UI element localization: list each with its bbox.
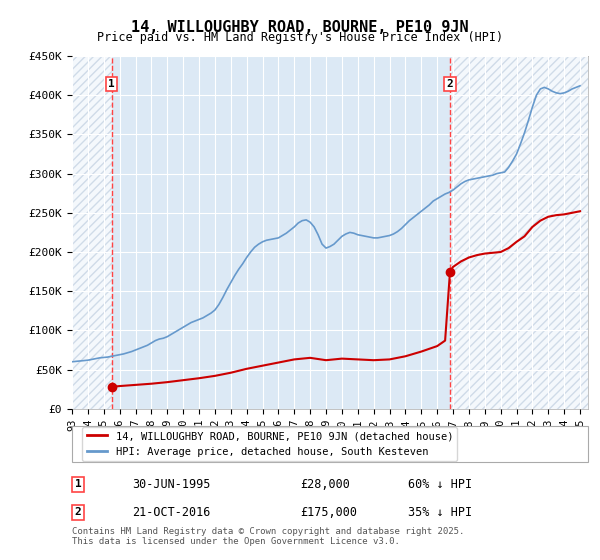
Text: 35% ↓ HPI: 35% ↓ HPI bbox=[408, 506, 472, 519]
Text: 21-OCT-2016: 21-OCT-2016 bbox=[132, 506, 211, 519]
Text: £175,000: £175,000 bbox=[300, 506, 357, 519]
FancyBboxPatch shape bbox=[72, 426, 588, 462]
Text: 14, WILLOUGHBY ROAD, BOURNE, PE10 9JN: 14, WILLOUGHBY ROAD, BOURNE, PE10 9JN bbox=[131, 20, 469, 35]
Text: 60% ↓ HPI: 60% ↓ HPI bbox=[408, 478, 472, 491]
Bar bbox=[72, 56, 112, 409]
Text: 1: 1 bbox=[74, 479, 82, 489]
Text: 2: 2 bbox=[446, 79, 454, 89]
Text: Contains HM Land Registry data © Crown copyright and database right 2025.
This d: Contains HM Land Registry data © Crown c… bbox=[72, 526, 464, 546]
Bar bbox=[72, 56, 112, 409]
Legend: 14, WILLOUGHBY ROAD, BOURNE, PE10 9JN (detached house), HPI: Average price, deta: 14, WILLOUGHBY ROAD, BOURNE, PE10 9JN (d… bbox=[82, 427, 457, 461]
Text: 2: 2 bbox=[74, 507, 82, 517]
Text: Price paid vs. HM Land Registry's House Price Index (HPI): Price paid vs. HM Land Registry's House … bbox=[97, 31, 503, 44]
Text: 1: 1 bbox=[108, 79, 115, 89]
Text: £28,000: £28,000 bbox=[300, 478, 350, 491]
Text: 30-JUN-1995: 30-JUN-1995 bbox=[132, 478, 211, 491]
Bar bbox=[450, 56, 588, 409]
